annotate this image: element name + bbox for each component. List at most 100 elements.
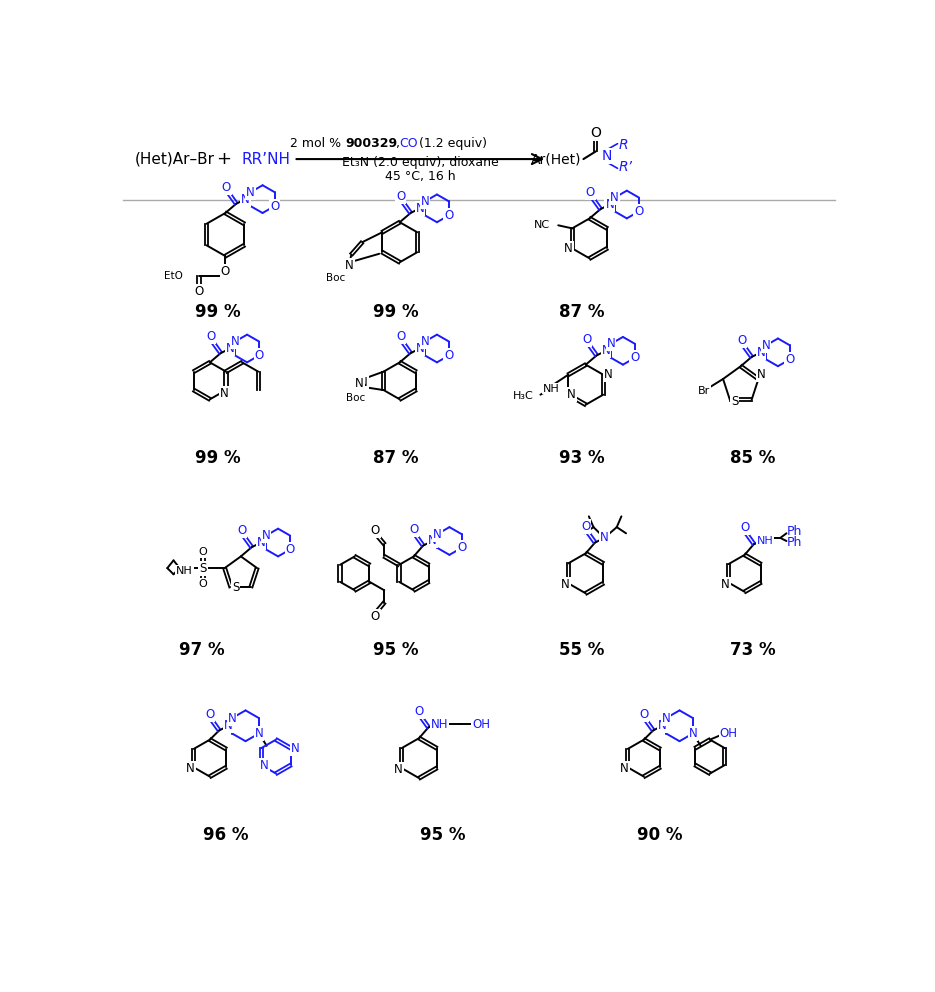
Text: Ph: Ph <box>786 536 802 549</box>
Text: Ar(Het): Ar(Het) <box>531 152 582 166</box>
Text: ,: , <box>396 137 404 150</box>
Text: O: O <box>370 610 380 623</box>
FancyArrowPatch shape <box>296 154 542 164</box>
Text: N: N <box>607 337 615 350</box>
Text: 96 %: 96 % <box>203 826 248 844</box>
Text: N: N <box>359 376 367 389</box>
Text: EtO: EtO <box>164 271 182 281</box>
Text: N: N <box>256 536 266 549</box>
Text: N: N <box>603 368 612 381</box>
Text: O: O <box>198 579 208 589</box>
Text: N: N <box>605 198 614 211</box>
Text: +: + <box>216 150 231 168</box>
Text: O: O <box>370 524 380 537</box>
Text: Et₃N (2.0 equiv), dioxane: Et₃N (2.0 equiv), dioxane <box>341 157 498 170</box>
Text: N: N <box>561 578 569 591</box>
Text: 97 %: 97 % <box>180 642 225 660</box>
Text: 95 %: 95 % <box>373 642 419 660</box>
Text: N: N <box>601 149 611 163</box>
Text: 99 %: 99 % <box>194 448 240 467</box>
Text: O: O <box>630 351 640 364</box>
Text: 2 mol %: 2 mol % <box>291 137 346 150</box>
Text: N: N <box>600 532 609 545</box>
Text: 73 %: 73 % <box>729 642 775 660</box>
Text: N: N <box>225 342 235 355</box>
Text: OH: OH <box>720 727 738 740</box>
Text: N: N <box>220 387 229 400</box>
Text: NH: NH <box>543 384 560 394</box>
Text: N: N <box>241 192 250 205</box>
Text: 45 °C, 16 h: 45 °C, 16 h <box>384 170 455 183</box>
Text: N: N <box>658 719 667 732</box>
Text: S: S <box>731 395 738 408</box>
Text: N: N <box>761 339 770 352</box>
Text: RR’NH: RR’NH <box>242 152 291 167</box>
Text: 87 %: 87 % <box>373 448 419 467</box>
Text: N: N <box>291 742 300 755</box>
Text: Boc: Boc <box>346 393 366 403</box>
Text: O: O <box>410 523 418 536</box>
Text: O: O <box>270 199 280 212</box>
Text: O: O <box>285 543 295 556</box>
Text: O: O <box>585 186 595 199</box>
Text: N: N <box>224 719 233 732</box>
Text: O: O <box>640 707 649 721</box>
Text: N: N <box>186 763 195 776</box>
Text: NC: NC <box>534 219 551 229</box>
Text: 85 %: 85 % <box>729 448 775 467</box>
Text: OH: OH <box>472 718 490 731</box>
Text: 900329: 900329 <box>346 137 397 150</box>
Text: S: S <box>199 561 207 574</box>
Text: N: N <box>721 577 730 590</box>
Text: NH: NH <box>756 536 773 546</box>
Text: N: N <box>260 759 268 772</box>
Text: N: N <box>345 259 354 272</box>
Text: N: N <box>421 195 429 208</box>
Text: O: O <box>582 332 591 346</box>
Text: 95 %: 95 % <box>420 826 465 844</box>
Text: O: O <box>590 126 601 140</box>
Text: Boc: Boc <box>326 273 345 283</box>
Text: O: O <box>221 265 230 278</box>
Text: O: O <box>740 522 749 535</box>
Text: O: O <box>737 334 746 347</box>
Text: Br: Br <box>698 386 711 396</box>
Text: O: O <box>444 349 453 362</box>
Text: N: N <box>228 711 237 724</box>
Text: N: N <box>662 711 670 724</box>
Text: O: O <box>237 525 246 538</box>
Text: N: N <box>415 342 424 355</box>
Text: O: O <box>444 208 453 222</box>
Text: 93 %: 93 % <box>559 448 605 467</box>
Text: N: N <box>395 763 403 776</box>
Text: O: O <box>457 542 467 555</box>
Text: 99 %: 99 % <box>194 303 240 320</box>
Text: S: S <box>232 580 239 593</box>
Text: CO: CO <box>400 137 418 150</box>
Text: O: O <box>206 707 214 721</box>
Text: N: N <box>756 346 765 359</box>
Text: O: O <box>198 547 208 557</box>
Text: O: O <box>634 205 643 218</box>
Text: O: O <box>414 704 424 717</box>
Text: N: N <box>567 388 576 401</box>
Text: NH: NH <box>430 718 448 731</box>
Text: 87 %: 87 % <box>559 303 605 320</box>
Text: N: N <box>415 201 424 215</box>
Text: N: N <box>433 528 441 541</box>
Text: N: N <box>620 763 629 776</box>
Text: Ph: Ph <box>786 525 802 539</box>
Text: N: N <box>601 344 611 357</box>
Text: 55 %: 55 % <box>559 642 605 660</box>
Text: O: O <box>785 353 795 366</box>
Text: N: N <box>428 535 437 548</box>
Text: O: O <box>206 330 215 343</box>
Text: R: R <box>619 138 628 152</box>
Text: N: N <box>254 727 264 740</box>
Text: N: N <box>231 335 239 348</box>
Text: (1.2 equiv): (1.2 equiv) <box>415 137 487 150</box>
Text: N: N <box>262 529 270 542</box>
Text: O: O <box>396 190 405 203</box>
Text: O: O <box>194 285 204 298</box>
Text: N: N <box>421 335 429 348</box>
